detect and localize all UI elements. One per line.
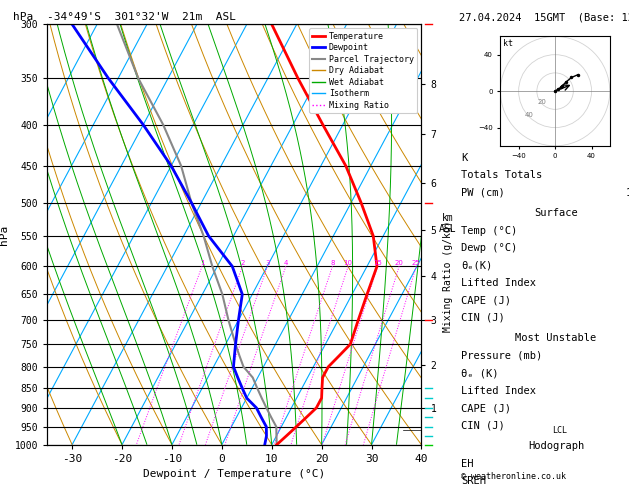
Text: Pressure (mb): Pressure (mb) bbox=[461, 351, 542, 361]
Text: CIN (J): CIN (J) bbox=[461, 421, 505, 431]
Text: PW (cm): PW (cm) bbox=[461, 188, 505, 198]
Text: 20: 20 bbox=[538, 99, 547, 105]
Text: CAPE (J): CAPE (J) bbox=[461, 403, 511, 414]
Text: Dewp (°C): Dewp (°C) bbox=[461, 243, 517, 253]
Text: 2: 2 bbox=[240, 260, 245, 266]
Text: kt: kt bbox=[503, 39, 513, 48]
Text: 40: 40 bbox=[525, 112, 534, 118]
Text: Lifted Index: Lifted Index bbox=[461, 278, 536, 288]
Text: θₑ(K): θₑ(K) bbox=[461, 260, 493, 271]
Text: Hodograph: Hodograph bbox=[528, 441, 584, 451]
Text: θₑ (K): θₑ (K) bbox=[461, 368, 499, 379]
Text: 3: 3 bbox=[265, 260, 270, 266]
Text: Lifted Index: Lifted Index bbox=[461, 386, 536, 396]
Text: 20: 20 bbox=[395, 260, 404, 266]
Text: Surface: Surface bbox=[534, 208, 578, 218]
Text: 25: 25 bbox=[412, 260, 421, 266]
Text: Mixing Ratio (g/kg): Mixing Ratio (g/kg) bbox=[443, 221, 454, 332]
Legend: Temperature, Dewpoint, Parcel Trajectory, Dry Adiabat, Wet Adiabat, Isotherm, Mi: Temperature, Dewpoint, Parcel Trajectory… bbox=[309, 29, 417, 113]
Text: -34°49'S  301°32'W  21m  ASL: -34°49'S 301°32'W 21m ASL bbox=[47, 12, 236, 22]
Text: Totals Totals: Totals Totals bbox=[461, 170, 542, 180]
Text: K: K bbox=[461, 153, 467, 163]
Text: LCL: LCL bbox=[552, 426, 567, 435]
Text: 10: 10 bbox=[343, 260, 353, 266]
Text: 15: 15 bbox=[373, 260, 382, 266]
Text: Temp (°C): Temp (°C) bbox=[461, 226, 517, 236]
Text: Most Unstable: Most Unstable bbox=[515, 333, 597, 344]
Text: © weatheronline.co.uk: © weatheronline.co.uk bbox=[461, 472, 566, 481]
Text: SREH: SREH bbox=[461, 476, 486, 486]
Text: EH: EH bbox=[461, 459, 474, 469]
Text: 4: 4 bbox=[284, 260, 288, 266]
X-axis label: Dewpoint / Temperature (°C): Dewpoint / Temperature (°C) bbox=[143, 469, 325, 479]
Y-axis label: km
ASL: km ASL bbox=[438, 213, 456, 235]
Text: 27.04.2024  15GMT  (Base: 12): 27.04.2024 15GMT (Base: 12) bbox=[459, 12, 629, 22]
Text: CAPE (J): CAPE (J) bbox=[461, 295, 511, 306]
Y-axis label: hPa: hPa bbox=[0, 225, 9, 244]
Text: CIN (J): CIN (J) bbox=[461, 313, 505, 323]
Text: 1.17: 1.17 bbox=[626, 188, 629, 198]
Text: 1: 1 bbox=[200, 260, 204, 266]
Text: 8: 8 bbox=[330, 260, 335, 266]
Text: hPa: hPa bbox=[13, 12, 34, 22]
